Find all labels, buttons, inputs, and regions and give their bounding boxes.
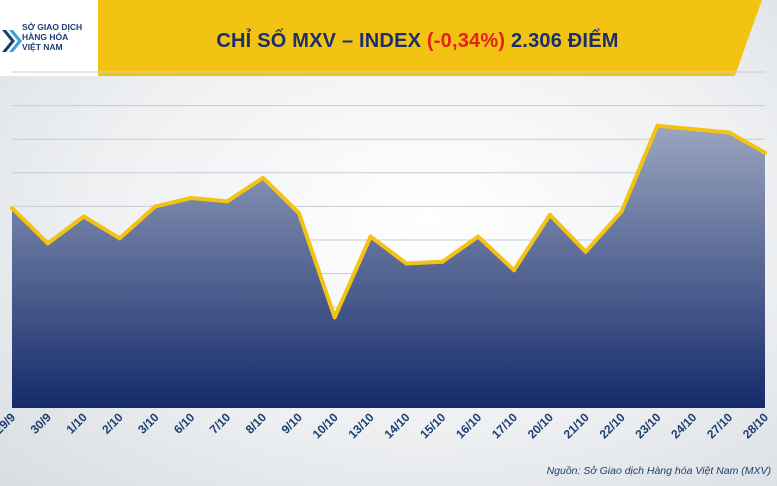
data-point-30/9: [45, 241, 50, 246]
x-tick-label: 13/10: [346, 410, 377, 441]
data-point-27/10: [727, 130, 732, 135]
x-tick-label: 27/10: [704, 410, 735, 441]
x-tick-label: 3/10: [135, 410, 162, 437]
data-point-29/9: [10, 206, 14, 211]
x-tick-label: 28/10: [740, 410, 771, 441]
source-note: Nguồn: Sở Giao dịch Hàng hóa Việt Nam (M…: [546, 465, 771, 477]
data-point-17/10: [512, 268, 516, 273]
data-point-8/10: [261, 175, 265, 180]
x-tick-label: 7/10: [207, 410, 234, 437]
x-tick-label: 29/9: [0, 410, 18, 437]
x-tick-label: 6/10: [171, 410, 198, 437]
chart-title: CHỈ SỐ MXV – INDEX (-0,34%) 2.306 ĐIỂM: [98, 30, 737, 53]
x-tick-label: 22/10: [597, 410, 628, 441]
mxv-logo-icon: [2, 30, 22, 52]
data-point-10/10: [332, 315, 337, 320]
logo-line-1: SỞ GIAO DỊCH: [22, 22, 83, 32]
data-point-3/10: [153, 204, 158, 209]
x-tick-label: 21/10: [561, 410, 592, 441]
data-point-22/10: [619, 209, 624, 214]
data-point-1/10: [81, 214, 86, 219]
logo-text: SỞ GIAO DỊCH HÀNG HÓA VIỆT NAM: [22, 22, 98, 52]
data-point-24/10: [691, 127, 696, 132]
data-point-15/10: [440, 259, 445, 264]
logo-line-3: VIỆT NAM: [22, 42, 63, 52]
x-tick-label: 23/10: [632, 410, 663, 441]
data-point-2/10: [117, 236, 122, 241]
x-tick-label: 17/10: [489, 410, 520, 441]
title-change: (-0,34%): [426, 30, 506, 52]
data-point-16/10: [476, 234, 481, 239]
x-tick-label: 15/10: [417, 410, 448, 441]
series-line: [10, 123, 767, 320]
data-point-23/10: [655, 123, 660, 128]
data-point-9/10: [296, 211, 301, 216]
x-tick-label: 1/10: [63, 410, 90, 437]
title-banner: [82, 0, 762, 76]
x-tick-label: 2/10: [99, 410, 126, 437]
x-tick-label: 8/10: [243, 410, 270, 437]
x-tick-labels: 29/9 30/9 1/10 2/10 3/10 6/10 7/10 8/10 9/10 10/1…: [0, 410, 771, 441]
area-fill: [12, 125, 765, 409]
x-tick-label: 16/10: [453, 410, 484, 441]
title-value: 2.306 ĐIỂM: [510, 30, 619, 52]
x-tick-label: 14/10: [381, 410, 412, 441]
x-tick-label: 24/10: [668, 410, 699, 441]
title-prefix: CHỈ SỐ MXV – INDEX: [216, 30, 422, 52]
data-point-21/10: [583, 249, 588, 254]
x-tick-label: 9/10: [279, 410, 306, 437]
x-tick-label: 10/10: [310, 410, 341, 441]
x-tick-label: 20/10: [525, 410, 556, 441]
data-point-28/10: [763, 150, 767, 155]
logo: SỞ GIAO DỊCH HÀNG HÓA VIỆT NAM: [0, 0, 98, 76]
x-tick-label: 30/9: [28, 410, 55, 437]
logo-line-2: HÀNG HÓA: [22, 32, 69, 42]
data-point-7/10: [225, 199, 230, 204]
data-point-6/10: [189, 196, 194, 200]
data-point-20/10: [547, 212, 552, 217]
data-point-14/10: [404, 261, 409, 266]
data-point-13/10: [368, 234, 373, 239]
